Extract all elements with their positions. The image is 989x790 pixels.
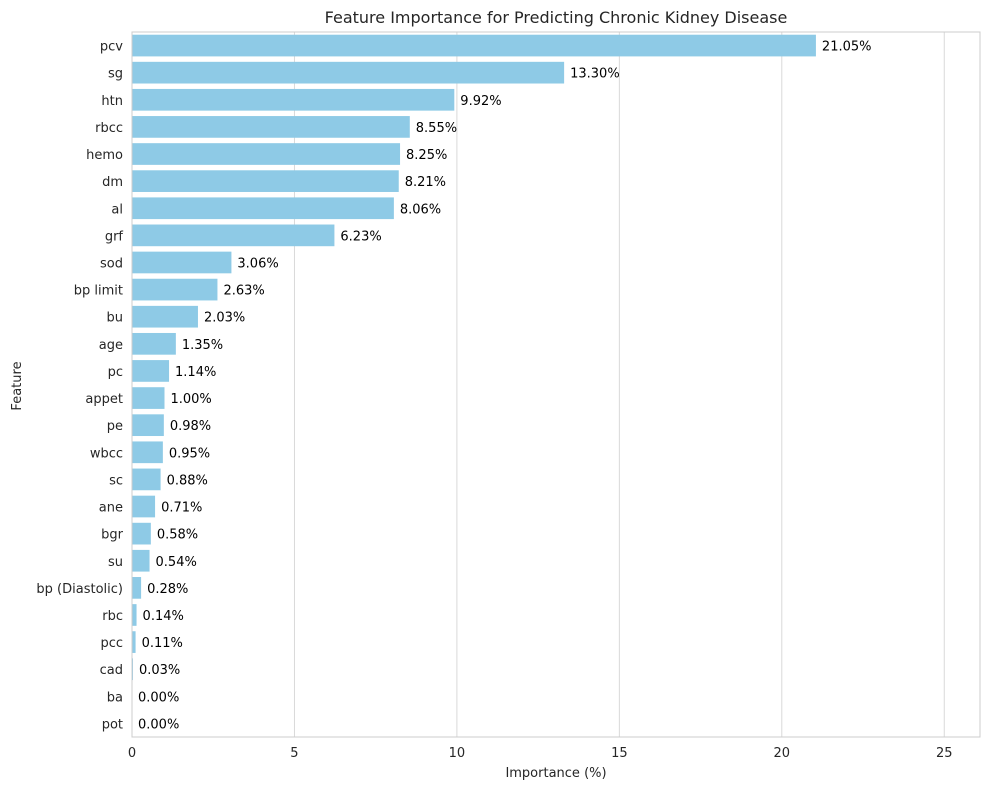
y-tick-label: dm bbox=[102, 175, 123, 190]
y-tick-label: su bbox=[108, 555, 123, 570]
x-axis-label: Importance (%) bbox=[505, 766, 606, 781]
y-tick-label: age bbox=[99, 338, 123, 353]
y-tick-label: sc bbox=[109, 473, 123, 488]
data-label: 1.14% bbox=[175, 365, 216, 380]
data-label: 8.25% bbox=[406, 148, 447, 163]
y-tick-label: hemo bbox=[86, 148, 123, 163]
bar bbox=[132, 143, 401, 165]
y-tick-label: sod bbox=[100, 256, 123, 271]
y-tick-label: htn bbox=[101, 94, 123, 109]
x-tick-label: 15 bbox=[611, 746, 628, 761]
data-label: 6.23% bbox=[340, 229, 381, 244]
bar bbox=[132, 441, 163, 464]
data-label: 2.63% bbox=[223, 284, 264, 299]
bar bbox=[132, 197, 394, 220]
data-label: 0.00% bbox=[138, 717, 179, 732]
data-label: 8.21% bbox=[405, 175, 446, 190]
x-tick-label: 5 bbox=[290, 746, 298, 761]
bar bbox=[132, 387, 165, 409]
y-tick-label: wbcc bbox=[90, 446, 123, 461]
y-tick-labels: pcv sg htn rbcc hemo dm al grf sod bp limit bu age p… bbox=[36, 40, 123, 733]
data-label: 1.00% bbox=[170, 392, 211, 407]
data-labels: 21.05% 13.30% 9.92%8.55% 8.25% 8.21% 8.06% 6.2… bbox=[138, 40, 872, 733]
bar bbox=[132, 522, 151, 545]
data-label: 0.11% bbox=[142, 636, 183, 651]
y-tick-label: pcv bbox=[100, 40, 123, 55]
bar bbox=[132, 61, 565, 84]
data-label: 1.35% bbox=[182, 338, 223, 353]
data-label: 0.28% bbox=[147, 582, 188, 597]
bar bbox=[132, 224, 335, 247]
y-tick-label: cad bbox=[100, 663, 123, 678]
plot-frame bbox=[131, 31, 981, 738]
y-tick-label: bu bbox=[107, 311, 124, 326]
data-label: 13.30% bbox=[570, 67, 620, 82]
y-tick-label: pe bbox=[107, 419, 123, 434]
bar bbox=[132, 604, 137, 626]
chart-title: Feature Importance for Predicting Chroni… bbox=[325, 8, 788, 27]
bar bbox=[132, 631, 136, 653]
bar bbox=[132, 251, 232, 274]
y-tick-label: sg bbox=[108, 67, 123, 82]
data-label: 0.58% bbox=[157, 528, 198, 543]
bar bbox=[132, 116, 410, 138]
y-axis-label: Feature bbox=[10, 361, 25, 410]
bar bbox=[132, 170, 399, 192]
bar bbox=[132, 88, 455, 111]
data-label: 2.03% bbox=[204, 311, 245, 326]
y-tick-label: pot bbox=[102, 717, 123, 732]
bar bbox=[132, 577, 142, 599]
data-label: 3.06% bbox=[237, 256, 278, 271]
x-tick-labels: 0 5 10 15 20 25 bbox=[128, 746, 953, 761]
data-label: 0.00% bbox=[138, 690, 179, 705]
x-tick-label: 0 bbox=[128, 746, 136, 761]
data-label: 8.06% bbox=[400, 202, 441, 217]
data-label: 0.95% bbox=[169, 446, 210, 461]
bar bbox=[132, 332, 176, 355]
y-tick-label: ane bbox=[99, 501, 123, 516]
bars bbox=[132, 34, 816, 681]
x-tick-label: 10 bbox=[449, 746, 466, 761]
data-label: 0.88% bbox=[167, 473, 208, 488]
y-tick-label: al bbox=[111, 202, 123, 217]
data-label: 0.98% bbox=[170, 419, 211, 434]
data-label: 21.05% bbox=[822, 40, 872, 55]
bar bbox=[132, 468, 161, 491]
x-tick-label: 25 bbox=[936, 746, 953, 761]
data-label: 0.71% bbox=[161, 501, 202, 516]
y-tick-label: ba bbox=[107, 690, 123, 705]
y-tick-label: bp limit bbox=[74, 284, 123, 299]
bar bbox=[132, 414, 164, 437]
bar bbox=[132, 360, 170, 382]
y-tick-label: pc bbox=[108, 365, 123, 380]
y-tick-label: rbcc bbox=[95, 121, 123, 136]
y-tick-label: pcc bbox=[100, 636, 123, 651]
bar bbox=[132, 34, 816, 57]
data-label: 8.55% bbox=[416, 121, 457, 136]
bar bbox=[132, 549, 150, 572]
data-label: 9.92% bbox=[460, 94, 501, 109]
y-tick-label: grf bbox=[105, 229, 124, 244]
data-label: 0.03% bbox=[139, 663, 180, 678]
data-label: 0.14% bbox=[143, 609, 184, 624]
y-tick-label: bgr bbox=[101, 528, 124, 543]
bar bbox=[132, 495, 156, 518]
y-tick-label: appet bbox=[85, 392, 123, 407]
y-tick-label: rbc bbox=[102, 609, 123, 624]
y-tick-label: bp (Diastolic) bbox=[36, 582, 123, 597]
bar bbox=[132, 305, 198, 328]
data-label: 0.54% bbox=[156, 555, 197, 570]
x-tick-label: 20 bbox=[774, 746, 791, 761]
bar bbox=[132, 278, 218, 301]
